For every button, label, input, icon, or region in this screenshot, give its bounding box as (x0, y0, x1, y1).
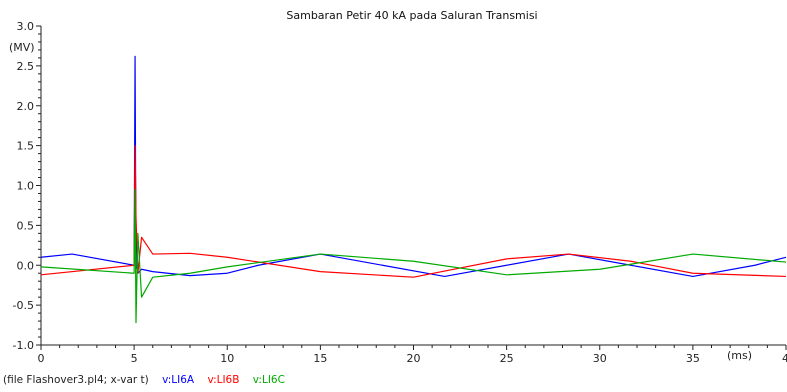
file-label: (file Flashover3.pl4; x-var t) (3, 374, 149, 386)
y-tick-label: 0.5 (17, 219, 35, 232)
x-axis-unit-label: (ms) (727, 349, 752, 362)
legend-item-c: v:LI6C (252, 374, 285, 386)
x-tick-label: 30 (593, 352, 607, 365)
y-tick-label: -0.5 (13, 299, 34, 312)
x-tick-label: 40 (782, 352, 787, 365)
y-tick-label: 1.5 (17, 140, 35, 153)
series-line-v-li6c (40, 188, 787, 324)
labels-layer: Sambaran Petir 40 kA pada Saluran Transm… (9, 9, 752, 362)
y-tick-label: 1.0 (17, 180, 35, 193)
y-tick-label: 0.0 (17, 259, 35, 272)
x-tick-label: 10 (220, 352, 234, 365)
x-tick-label: 15 (313, 352, 327, 365)
legend-item-b: v:LI6B (207, 374, 240, 386)
y-tick-label: 2.5 (17, 60, 35, 73)
series-layer (40, 55, 787, 324)
series-line-v-li6a (40, 55, 787, 278)
axes-layer: -1.0 -0.5 0.0 0.5 1.0 1.5 2.0 2.5 3.0 0 5 10 15 20 25 3… (13, 20, 787, 365)
x-tick-label: 25 (500, 352, 514, 365)
legend-item-a: v:LI6A (162, 374, 195, 386)
y-axis-unit-label: (MV) (9, 41, 35, 54)
x-tick-label: 20 (407, 352, 421, 365)
y-tick-label: 2.0 (17, 100, 35, 113)
x-tick-label: 35 (686, 352, 700, 365)
x-tick-label: 0 (38, 352, 45, 365)
chart-title: Sambaran Petir 40 kA pada Saluran Transm… (286, 9, 537, 22)
x-tick-label: 5 (131, 352, 138, 365)
footer-legend: (file Flashover3.pl4; x-var t) v:LI6A v:… (3, 374, 295, 386)
series-line-v-li6b (40, 145, 787, 278)
y-tick-label: 3.0 (17, 20, 35, 33)
y-tick-label: -1.0 (13, 339, 34, 352)
